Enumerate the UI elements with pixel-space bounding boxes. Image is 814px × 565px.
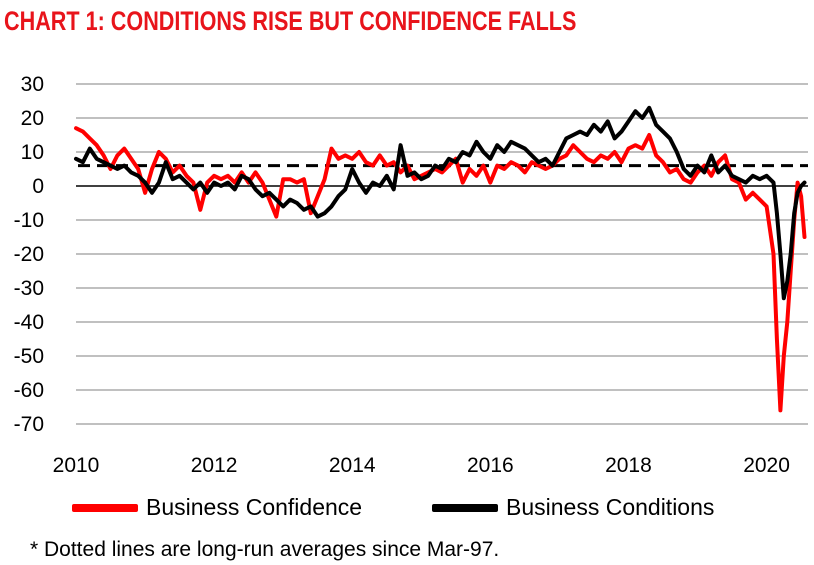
- y-tick-label: 10: [21, 141, 44, 164]
- legend-label-conditions: Business Conditions: [506, 494, 715, 520]
- legend-swatch-conditions: [432, 503, 498, 512]
- x-tick-label: 2018: [605, 454, 652, 477]
- y-tick-label: -60: [14, 379, 44, 402]
- x-tick-label: 2012: [191, 454, 238, 477]
- x-tick-label: 2016: [467, 454, 514, 477]
- y-tick-label: -50: [14, 345, 44, 368]
- y-tick-label: 20: [21, 107, 44, 130]
- y-tick-label: -10: [14, 209, 44, 232]
- y-tick-label: 0: [32, 175, 44, 198]
- legend: Business Confidence Business Conditions: [0, 494, 814, 526]
- series-line-business-conditions: [74, 105, 807, 301]
- y-tick-label: -30: [14, 277, 44, 300]
- x-tick-label: 2014: [329, 454, 376, 477]
- footnote: * Dotted lines are long-run averages sin…: [30, 538, 500, 561]
- y-tick-label: -70: [14, 413, 44, 436]
- series-lines: [74, 105, 807, 413]
- legend-item-conditions: Business Conditions: [432, 494, 714, 521]
- y-axis-ticks: 30 20 10 0 -10 -20 -30 -40 -50 -60 -70: [14, 73, 44, 436]
- y-tick-label: -20: [14, 243, 44, 266]
- x-axis-ticks: 2010 2012 2014 2016 2018 2020: [53, 454, 790, 477]
- y-tick-label: 30: [21, 73, 44, 96]
- y-tick-label: -40: [14, 311, 44, 334]
- gridlines: [76, 83, 808, 425]
- legend-label-confidence: Business Confidence: [146, 494, 363, 520]
- legend-item-confidence: Business Confidence: [72, 494, 362, 521]
- x-tick-label: 2010: [53, 454, 100, 477]
- chart-title: CHART 1: CONDITIONS RISE BUT CONFIDENCE …: [4, 6, 577, 36]
- legend-swatch-confidence: [72, 503, 138, 512]
- x-tick-label: 2020: [743, 454, 790, 477]
